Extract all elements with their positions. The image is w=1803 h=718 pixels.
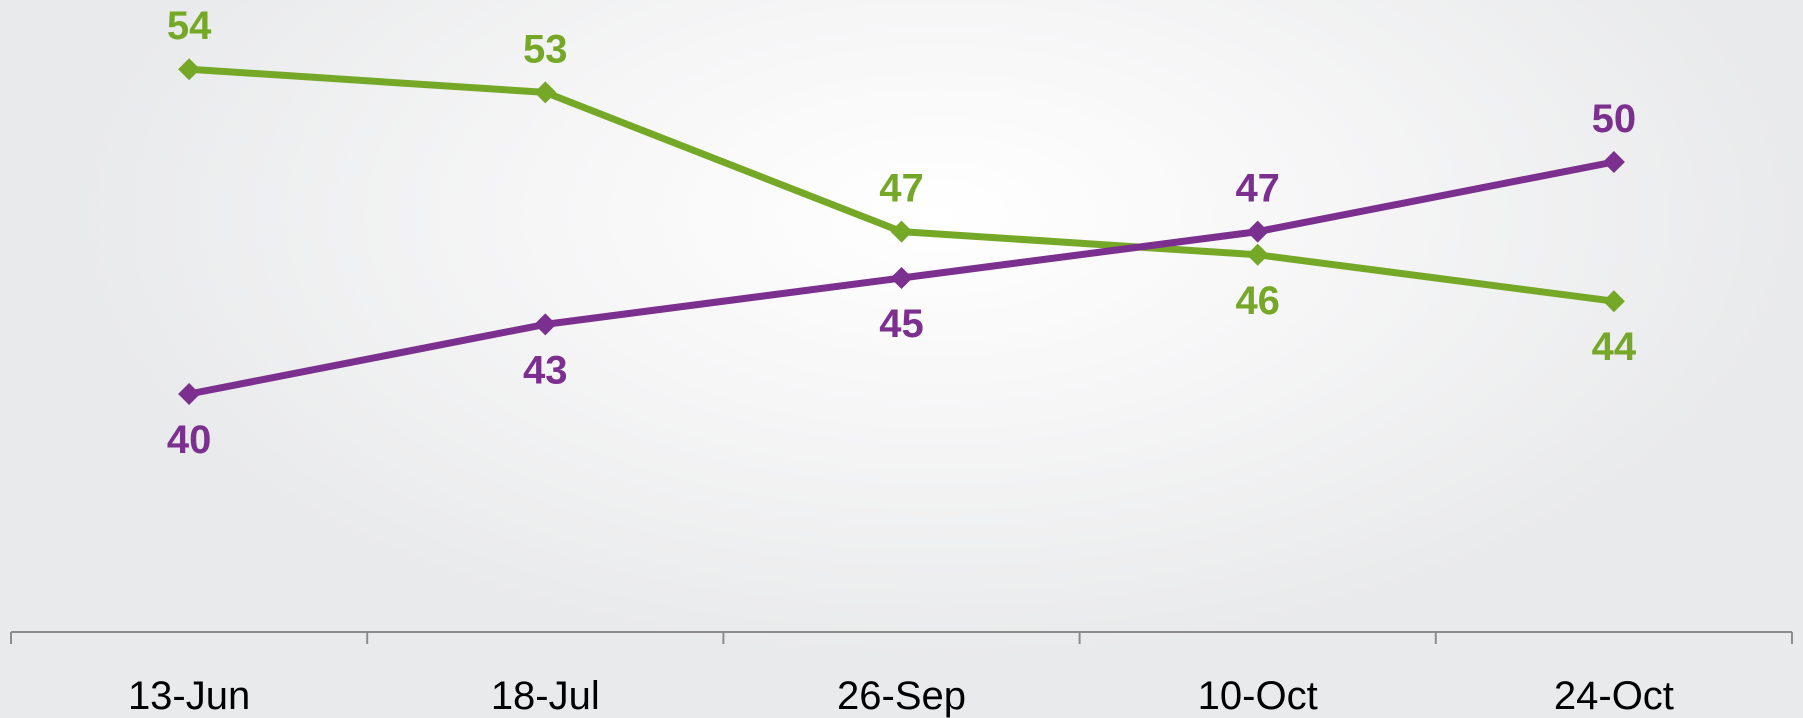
data-point-marker bbox=[1246, 243, 1269, 266]
data-label: 45 bbox=[879, 302, 924, 346]
data-point-marker bbox=[534, 81, 557, 104]
data-point-marker bbox=[890, 267, 913, 289]
data-point-marker bbox=[178, 58, 201, 81]
data-labels: 54 53 47 46 44 40 43 45 47 50 bbox=[167, 4, 1637, 462]
series-layer bbox=[178, 58, 1625, 405]
data-label: 54 bbox=[167, 4, 212, 48]
data-point-marker bbox=[1602, 151, 1625, 173]
x-tick-label: 24-Oct bbox=[1554, 674, 1674, 718]
data-point-marker bbox=[1246, 220, 1269, 243]
data-label: 47 bbox=[879, 167, 924, 211]
x-tick-label: 18-Jul bbox=[491, 674, 600, 718]
x-tick-label: 13-Jun bbox=[128, 674, 250, 718]
data-label: 40 bbox=[167, 418, 212, 462]
data-label: 50 bbox=[1592, 97, 1637, 141]
data-label: 43 bbox=[523, 348, 568, 392]
data-point-marker bbox=[534, 313, 557, 336]
data-label: 47 bbox=[1235, 167, 1280, 211]
data-point-marker bbox=[1602, 290, 1625, 313]
data-point-marker bbox=[178, 383, 201, 405]
data-label: 44 bbox=[1592, 325, 1637, 369]
x-tick-label: 26-Sep bbox=[837, 674, 966, 718]
x-tick-label: 10-Oct bbox=[1198, 674, 1318, 718]
data-point-marker bbox=[890, 220, 913, 243]
x-axis: 13-Jun 18-Jul 26-Sep 10-Oct 24-Oct bbox=[10, 631, 1793, 718]
data-label: 53 bbox=[523, 27, 568, 71]
data-label: 46 bbox=[1235, 279, 1280, 323]
